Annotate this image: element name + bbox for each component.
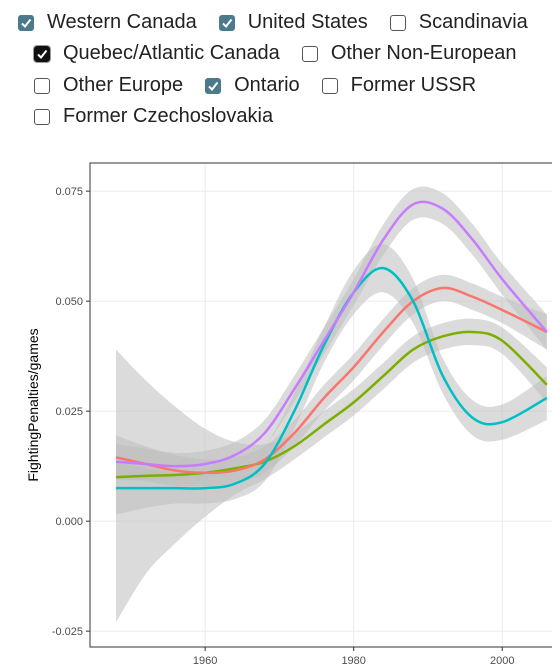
checkbox[interactable]: Other Non-European <box>301 42 517 65</box>
y-tick-label: 0.025 <box>55 406 83 418</box>
checkbox-row: Former Czechoslovakia <box>34 105 295 128</box>
checkbox[interactable]: Scandinavia <box>389 11 528 34</box>
panel-border <box>89 162 552 648</box>
x-tick-label: 1980 <box>341 655 365 667</box>
checkbox-row: Other Europe Ontario Former USSR <box>34 74 498 97</box>
checkbox-box[interactable] <box>389 14 406 31</box>
x-tick-label: 2000 <box>490 655 514 667</box>
checkbox[interactable]: Quebec/Atlantic Canada <box>33 42 280 65</box>
trend-line <box>115 266 548 490</box>
checkbox[interactable]: Ontario <box>205 74 300 97</box>
y-axis-label: FightingPenalties/games <box>25 328 41 481</box>
y-tick-label: 0.000 <box>55 516 83 528</box>
checkbox[interactable]: Former Czechoslovakia <box>34 105 273 128</box>
confidence-band <box>115 274 547 487</box>
checkbox-label: Other Non-European <box>330 42 517 64</box>
checkbox-box[interactable] <box>301 45 318 62</box>
y-tick-label: 0.050 <box>55 296 83 308</box>
checkbox[interactable]: Other Europe <box>34 74 183 97</box>
trend-line <box>115 286 548 475</box>
checkbox-row: Western Canada United States Scandinavia <box>18 11 550 34</box>
checkbox[interactable]: Western Canada <box>18 11 197 34</box>
checkbox-box[interactable] <box>205 77 222 94</box>
checkbox-label: Former USSR <box>350 74 477 96</box>
checkbox-box[interactable] <box>321 77 338 94</box>
plot-area <box>115 186 548 623</box>
checkbox-box[interactable] <box>34 77 50 94</box>
checkbox[interactable]: Former USSR <box>321 74 477 97</box>
checkbox-box[interactable] <box>218 14 235 31</box>
checkbox-label: Former Czechoslovakia <box>63 105 274 127</box>
x-tick-label: 1960 <box>193 655 217 667</box>
checkbox-label: Other Europe <box>63 74 184 96</box>
checkbox-box[interactable] <box>34 108 50 125</box>
checkbox-label: Western Canada <box>47 11 197 33</box>
y-tick-label: 0.075 <box>55 186 83 198</box>
trend-line <box>115 330 548 479</box>
checkbox-label: Scandinavia <box>418 11 528 33</box>
checkbox-box[interactable] <box>18 14 34 31</box>
trend-line <box>115 200 548 468</box>
checkbox-row: Quebec/Atlantic Canada Other Non-European <box>33 42 538 65</box>
checkbox-box[interactable] <box>33 44 51 63</box>
checkbox[interactable]: United States <box>218 11 368 34</box>
checkbox-label: Quebec/Atlantic Canada <box>63 42 280 64</box>
y-tick-label: -0.025 <box>52 626 83 638</box>
checkbox-label: Ontario <box>234 74 300 96</box>
checkbox-label: United States <box>247 11 368 33</box>
